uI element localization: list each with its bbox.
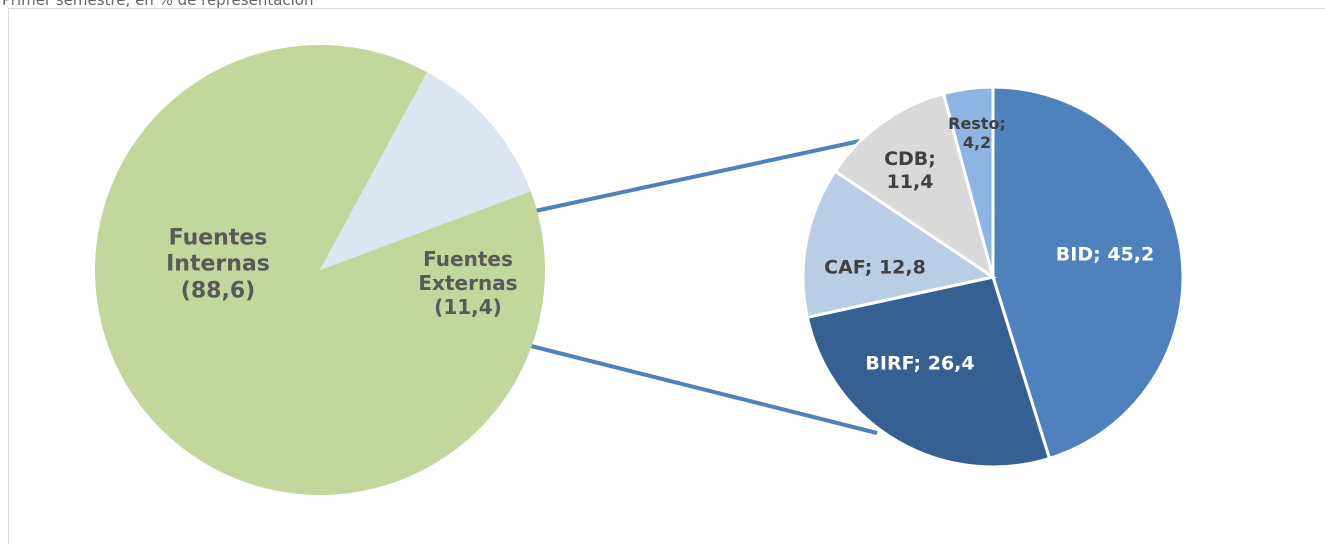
pie-slice — [833, 91, 996, 281]
frame — [8, 8, 1325, 544]
data-label: CDB; 11,4 — [884, 148, 936, 193]
pie-slice — [95, 45, 546, 496]
data-label: Fuentes Internas (88,6) — [166, 225, 270, 304]
data-label: Resto; 4,2 — [948, 113, 1006, 152]
data-label: BIRF; 26,4 — [865, 352, 975, 375]
pie-slice — [320, 72, 531, 270]
pie-slice — [991, 85, 1185, 461]
pie-slice — [805, 275, 1052, 469]
data-label: BID; 45,2 — [1055, 243, 1155, 266]
pie-slice — [801, 169, 997, 320]
pie-slice — [941, 85, 995, 278]
connector — [526, 343, 878, 435]
data-label: CAF; 12,8 — [824, 256, 926, 279]
subtitle: Primer semestre, en % de representación — [2, 0, 314, 9]
connector — [534, 139, 861, 213]
data-label: Fuentes Externas (11,4) — [418, 247, 518, 319]
